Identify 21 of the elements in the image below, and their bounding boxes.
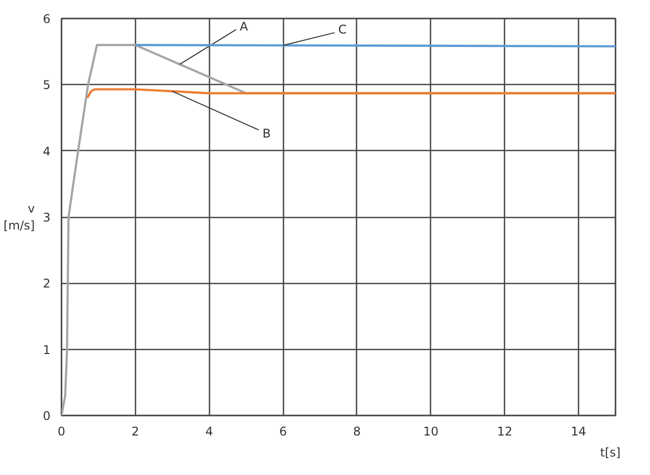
y-tick-label: 1 [42, 342, 51, 357]
y-tick-label: 5 [42, 78, 51, 92]
x-axis-title: t[s] [600, 446, 621, 460]
x-tick-label: 2 [132, 424, 140, 438]
y-axis-title: v [m/s] [4, 202, 35, 232]
line-series [86, 88, 616, 99]
y-tick-label: 2 [42, 276, 51, 291]
x-tick-label: 4 [205, 424, 214, 438]
text: B [262, 126, 271, 140]
y-tick-label: 0 [42, 409, 51, 423]
series-label: C [338, 22, 347, 36]
x-tick-label: 6 [279, 424, 287, 438]
text: A [240, 19, 249, 34]
x-tick-label: 14 [570, 424, 586, 438]
x-tick-label: 12 [497, 424, 512, 438]
y-tick-label: 6 [42, 12, 51, 26]
x-tick-label: 0 [58, 424, 66, 438]
x-tick-label: 8 [353, 424, 361, 438]
x-tick-label: 10 [423, 424, 438, 438]
y-tick-label: 3 [42, 210, 51, 224]
y-tick-label: 4 [42, 144, 51, 158]
